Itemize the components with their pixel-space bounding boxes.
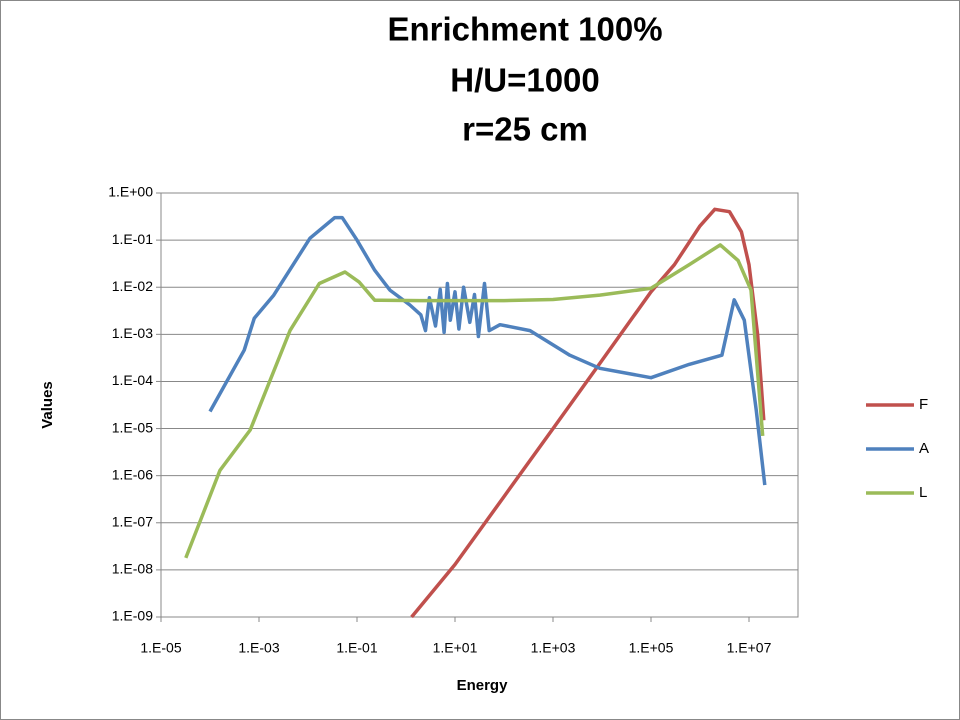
chart-title: Enrichment 100% bbox=[387, 11, 662, 48]
chart-title: r=25 cm bbox=[462, 111, 588, 148]
y-tick-label: 1.E-02 bbox=[112, 278, 153, 294]
legend-label: F bbox=[919, 396, 928, 413]
series-line bbox=[208, 215, 767, 486]
x-tick-label: 1.E-01 bbox=[336, 640, 377, 656]
y-tick-label: 1.E-07 bbox=[112, 513, 153, 529]
x-axis-label: Energy bbox=[457, 677, 509, 694]
y-tick-label: 1.E-08 bbox=[112, 561, 153, 577]
y-tick-label: 1.E-05 bbox=[112, 419, 153, 435]
y-tick-label: 1.E-06 bbox=[112, 466, 153, 482]
y-axis-label: Values bbox=[39, 381, 56, 429]
x-tick-label: 1.E+07 bbox=[727, 640, 772, 656]
x-tick-label: 1.E+05 bbox=[629, 640, 674, 656]
y-tick-label: 1.E+00 bbox=[108, 184, 153, 200]
y-tick-label: 1.E-01 bbox=[112, 231, 153, 247]
x-tick-label: 1.E+01 bbox=[433, 640, 478, 656]
y-tick-label: 1.E-04 bbox=[112, 372, 153, 388]
x-tick-label: 1.E-05 bbox=[140, 640, 181, 656]
legend-label: A bbox=[919, 440, 929, 457]
chart-title: H/U=1000 bbox=[450, 62, 600, 99]
series-line bbox=[184, 243, 765, 559]
series-line bbox=[410, 207, 766, 619]
legend-label: L bbox=[919, 484, 927, 501]
y-tick-label: 1.E-03 bbox=[112, 325, 153, 341]
x-tick-label: 1.E-03 bbox=[238, 640, 279, 656]
x-tick-label: 1.E+03 bbox=[531, 640, 576, 656]
y-tick-label: 1.E-09 bbox=[112, 608, 153, 624]
